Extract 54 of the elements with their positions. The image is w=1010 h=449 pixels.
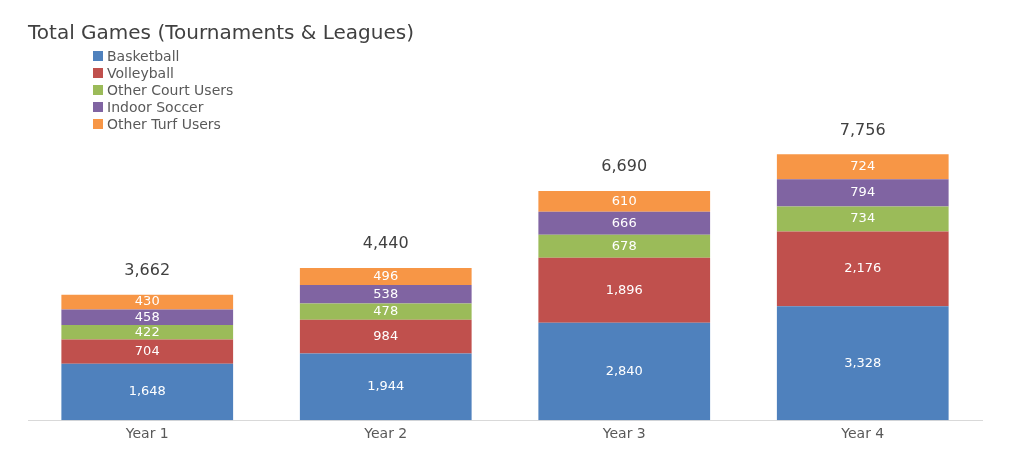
legend-label: Other Court Users [107,82,234,98]
data-label: 2,840 [605,362,643,378]
bar [776,179,949,207]
bar [61,363,234,421]
data-label: 3,328 [844,354,882,370]
data-label: 678 [611,237,637,253]
bar [299,303,472,320]
bar [61,309,234,326]
bar [776,306,949,421]
bar [538,257,711,323]
data-label: 1,944 [367,378,405,394]
legend-label: Other Turf Users [107,116,221,132]
bar [776,231,949,307]
x-tick-label: Year 4 [840,425,885,442]
bar [299,285,472,304]
bar [61,325,234,340]
legend-label: Basketball [107,48,180,64]
data-label: 1,648 [128,383,166,399]
data-label: 478 [373,303,399,319]
total-label: 4,440 [362,233,409,253]
bar [538,190,711,212]
data-label: 2,176 [844,260,882,276]
x-tick-label: Year 2 [363,425,408,442]
data-label: 610 [611,192,637,208]
bar [538,234,711,258]
x-tick-label: Year 3 [601,425,646,442]
data-label: 794 [850,184,876,200]
data-label: 984 [373,328,399,344]
legend-label: Volleyball [107,65,174,81]
total-label: 6,690 [601,156,648,176]
total-label: 3,662 [124,259,171,279]
data-label: 734 [850,210,876,226]
x-tick-label: Year 1 [124,425,169,442]
bar [776,206,949,232]
data-label: 1,896 [605,281,643,297]
bar [538,322,711,421]
bar [61,339,234,364]
total-label: 7,756 [839,119,886,139]
bar [299,268,472,286]
bar [776,154,949,180]
data-label: 538 [373,285,399,301]
legend-label: Indoor Soccer [107,99,204,115]
chart-title: Total Games (Tournaments & Leagues) [27,20,415,45]
data-label: 704 [134,343,160,359]
data-label: 422 [134,323,160,339]
data-label: 666 [611,214,637,230]
data-label: 458 [134,308,160,324]
bar [61,294,234,310]
data-label: 724 [850,158,876,174]
data-label: 430 [134,293,160,309]
bar [299,353,472,421]
data-label: 496 [373,267,399,283]
bar [538,211,711,235]
bar [299,319,472,354]
